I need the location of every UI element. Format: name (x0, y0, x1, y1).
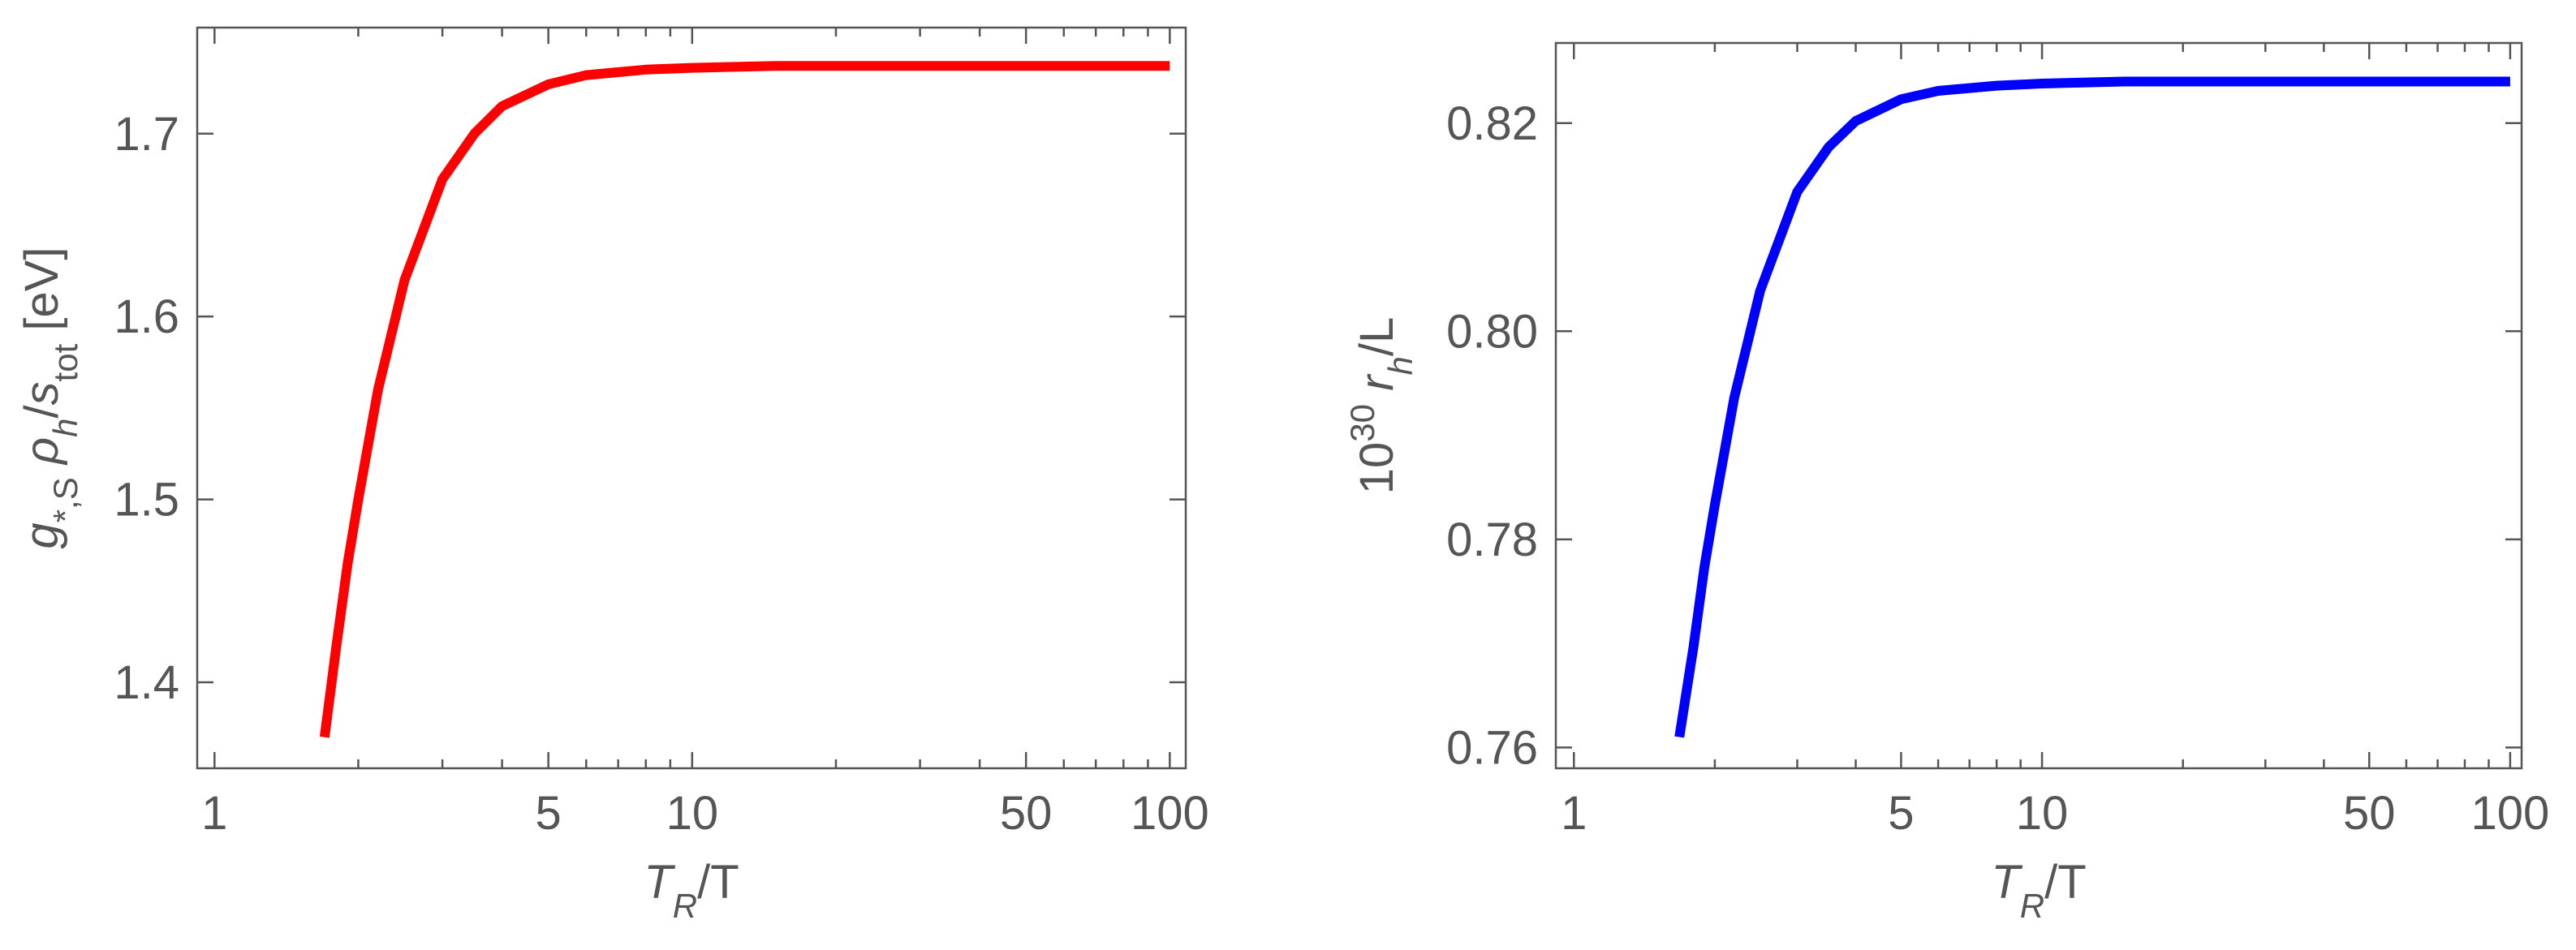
y-label-part: r (1350, 373, 1403, 404)
y-label-part: 10 (1350, 442, 1403, 495)
x-tick-label: 100 (1131, 787, 1209, 840)
y-label-part: h (1381, 356, 1419, 375)
x-axis-label: TR/T (644, 856, 739, 925)
y-label-part: [eV] (15, 247, 68, 343)
y-label-part: ρ (15, 437, 68, 477)
x-tick-label: 1 (201, 787, 227, 840)
y-tick-label: 0.80 (1446, 305, 1538, 358)
y-tick-label: 1.7 (114, 108, 179, 161)
y-label-part: tot (46, 343, 84, 381)
x-tick-label: 50 (1000, 787, 1053, 840)
y-label-part: g (15, 522, 68, 548)
y-axis-label: 1030 rh/L (1343, 317, 1419, 494)
x-tick-label: 100 (2470, 787, 2549, 840)
x-label-part: T (1991, 856, 2022, 909)
x-label-part: /T (697, 856, 739, 909)
y-label-part: 30 (1343, 404, 1381, 442)
y-tick-label: 1.6 (114, 290, 179, 343)
data-line (1674, 76, 2510, 738)
y-tick-label: 0.76 (1446, 721, 1538, 774)
plot-frame (1554, 41, 2523, 770)
y-tick-label: 1.4 (114, 656, 179, 709)
y-label-part: /L (1350, 317, 1403, 356)
x-axis-label: TR/T (1991, 856, 2086, 925)
y-tick-label: 1.5 (114, 474, 179, 527)
y-tick-label: 0.82 (1446, 97, 1538, 150)
y-label-part: h (46, 419, 84, 437)
y-tick-label: 0.78 (1446, 514, 1538, 566)
x-tick-label: 10 (2016, 787, 2069, 840)
data-line (319, 61, 1170, 738)
y-label-part: *,S (46, 477, 84, 522)
x-tick-label: 10 (666, 787, 719, 840)
y-label-part: s (15, 381, 68, 405)
x-tick-label: 5 (536, 787, 562, 840)
x-label-part: R (673, 887, 697, 925)
plot-frame (196, 26, 1187, 770)
x-label-part: /T (2044, 856, 2087, 909)
x-tick-label: 5 (1888, 787, 1914, 840)
x-label-part: T (644, 856, 675, 909)
x-tick-label: 1 (1561, 787, 1587, 840)
x-tick-label: 50 (2343, 787, 2396, 840)
x-label-part: R (2020, 887, 2044, 925)
y-axis-label: g*,S ρh/stot [eV] (15, 247, 84, 548)
y-label-part: / (15, 405, 68, 419)
